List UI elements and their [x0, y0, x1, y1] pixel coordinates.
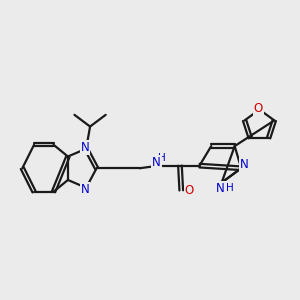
- Text: O: O: [184, 184, 194, 197]
- Text: N: N: [80, 183, 89, 196]
- Text: H: H: [158, 153, 166, 163]
- Text: N: N: [152, 156, 161, 169]
- Text: H: H: [226, 183, 234, 193]
- Text: N: N: [80, 141, 89, 154]
- Text: N: N: [240, 158, 249, 171]
- Text: O: O: [254, 102, 263, 115]
- Text: N: N: [216, 182, 225, 195]
